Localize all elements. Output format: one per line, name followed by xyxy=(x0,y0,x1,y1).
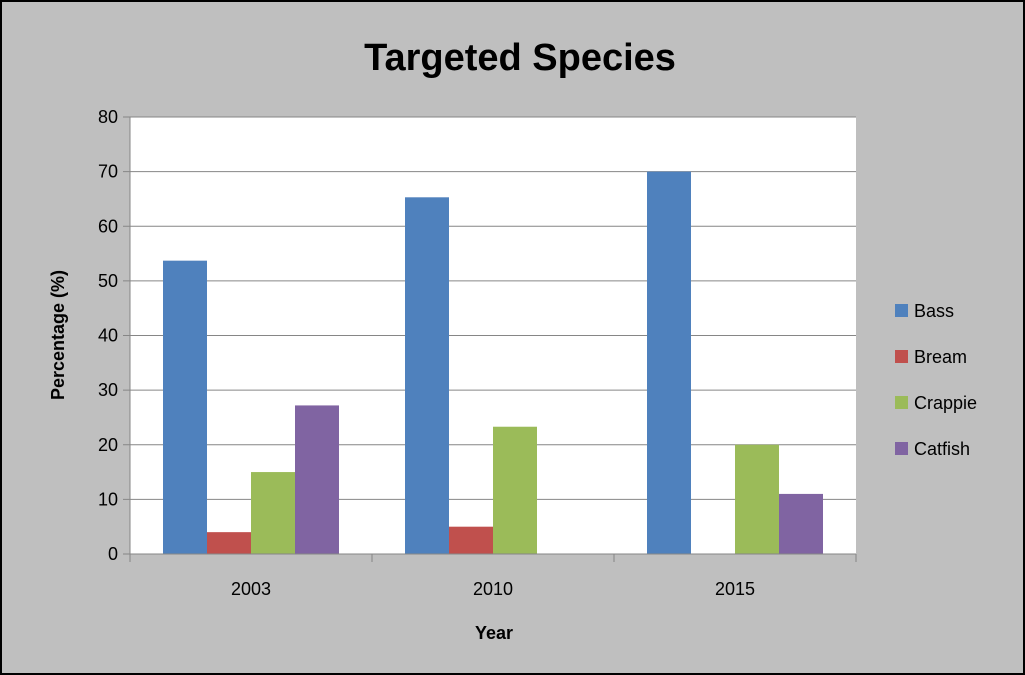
x-tick-labels: 2003 2010 2015 xyxy=(231,579,755,599)
legend-swatch-crappie xyxy=(895,396,908,409)
bar-bream-2003 xyxy=(207,532,251,554)
y-tick-label: 50 xyxy=(98,271,118,291)
bar-crappie-2003 xyxy=(251,472,295,554)
bar-catfish-2003 xyxy=(295,405,339,554)
bar-crappie-2010 xyxy=(493,427,537,554)
legend-swatch-catfish xyxy=(895,442,908,455)
chart-title: Targeted Species xyxy=(364,37,676,79)
bar-catfish-2015 xyxy=(779,494,823,554)
legend-label-catfish: Catfish xyxy=(914,439,970,459)
bar-bass-2010 xyxy=(405,197,449,554)
legend-label-bass: Bass xyxy=(914,301,954,321)
y-tick-label: 60 xyxy=(98,216,118,236)
legend-label-crappie: Crappie xyxy=(914,393,977,413)
y-tick-label: 0 xyxy=(108,544,118,564)
y-tick-label: 80 xyxy=(98,107,118,127)
legend-label-bream: Bream xyxy=(914,347,967,367)
y-tick-label: 10 xyxy=(98,489,118,509)
bar-bream-2010 xyxy=(449,527,493,554)
y-tick-label: 20 xyxy=(98,435,118,455)
bar-bass-2003 xyxy=(163,261,207,554)
bar-bass-2015 xyxy=(647,172,691,554)
y-axis-title: Percentage (%) xyxy=(48,270,68,400)
x-tick-label: 2010 xyxy=(473,579,513,599)
legend-swatch-bream xyxy=(895,350,908,363)
legend: Bass Bream Crappie Catfish xyxy=(895,301,977,459)
y-tick-label: 30 xyxy=(98,380,118,400)
legend-swatch-bass xyxy=(895,304,908,317)
y-tick-label: 70 xyxy=(98,162,118,182)
x-tick-label: 2003 xyxy=(231,579,271,599)
y-tick-label: 40 xyxy=(98,326,118,346)
y-tick-labels: 0 10 20 30 40 50 60 70 80 xyxy=(98,107,118,564)
bar-crappie-2015 xyxy=(735,445,779,554)
x-tick-label: 2015 xyxy=(715,579,755,599)
x-axis-title: Year xyxy=(475,623,513,643)
